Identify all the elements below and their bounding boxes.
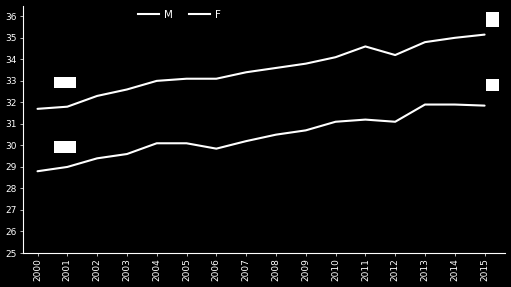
Bar — [54, 141, 76, 153]
Bar — [486, 12, 499, 27]
Legend: M, F: M, F — [134, 6, 225, 24]
Bar — [486, 79, 499, 91]
Bar — [54, 77, 76, 88]
